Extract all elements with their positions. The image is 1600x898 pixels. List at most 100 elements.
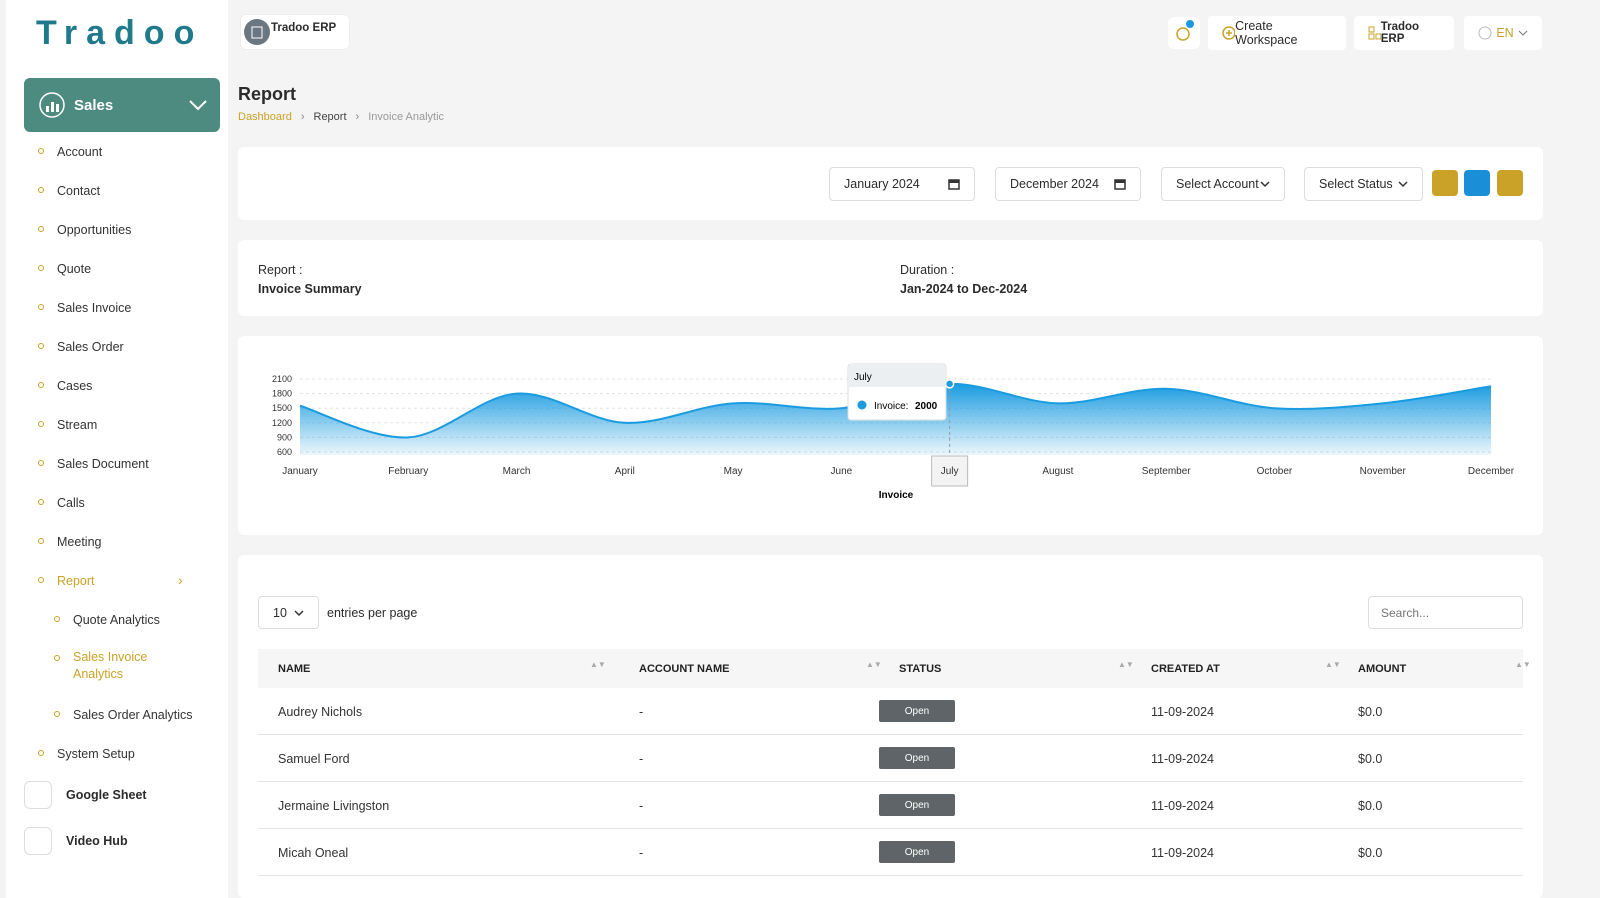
- column-header[interactable]: STATUS: [899, 663, 942, 675]
- sales-label: Sales: [74, 97, 114, 114]
- search-input[interactable]: [1368, 596, 1523, 629]
- nav-label: Opportunities: [57, 223, 132, 237]
- nav-label: Sales Document: [57, 457, 149, 471]
- page-size[interactable]: 10: [258, 596, 319, 629]
- status-select[interactable]: Select Status: [1304, 167, 1423, 201]
- nav-item[interactable]: Contact: [38, 184, 100, 198]
- page-title: Report: [238, 84, 296, 104]
- export-button[interactable]: [1464, 170, 1490, 196]
- cell: $0.0: [1358, 799, 1383, 813]
- y-tick-label: 1800: [272, 389, 292, 399]
- duration-value: Jan-2024 to Dec-2024: [900, 282, 1028, 296]
- cell: -: [639, 799, 644, 813]
- crumb[interactable]: Report: [313, 111, 347, 123]
- account-select[interactable]: Select Account: [1161, 167, 1285, 201]
- globe-icon: [1478, 26, 1492, 40]
- sort-icon: ▲▼: [1118, 660, 1134, 669]
- nav-label: Meeting: [57, 535, 102, 549]
- sort-icon: ▲▼: [1515, 660, 1531, 669]
- sales-icon: [39, 92, 65, 118]
- workspace-name: Tradoo ERP: [271, 22, 337, 34]
- nav-item[interactable]: Account: [38, 145, 102, 159]
- nav-item[interactable]: Calls: [38, 496, 85, 510]
- cell: -: [639, 752, 644, 766]
- chevron: [189, 100, 207, 111]
- workspace-switch[interactable]: Tradoo ERP: [240, 14, 350, 50]
- cell: 11-09-2024: [1151, 752, 1215, 766]
- sort-icon: ▲▼: [1325, 660, 1341, 669]
- x-axis-title: Invoice: [879, 490, 914, 501]
- page-size-text: 10: [273, 605, 287, 620]
- notifications[interactable]: [1168, 17, 1200, 49]
- org-switch[interactable]: Tradoo ERP: [1354, 16, 1454, 50]
- nav-item[interactable]: Sales Order Analytics: [54, 708, 193, 722]
- column-header[interactable]: AMOUNT: [1358, 663, 1407, 675]
- crumb[interactable]: Dashboard: [238, 111, 292, 123]
- table-card: 10 entries per page NAME ▲▼ ACCOUNT NAME ▲▼…: [238, 555, 1543, 898]
- column-header[interactable]: CREATED AT: [1151, 663, 1220, 675]
- app-icon: [24, 827, 52, 855]
- account-select-text: Select Account: [1176, 177, 1259, 191]
- nav-label: Contact: [57, 184, 101, 198]
- date-to[interactable]: December 2024: [995, 167, 1141, 201]
- plus-icon: [1222, 26, 1236, 40]
- y-tick-label: 900: [277, 432, 292, 442]
- nav-label: Sales Order Analytics: [73, 708, 193, 722]
- column-header[interactable]: NAME: [278, 663, 311, 675]
- chart: 600 900 1200 1500 1800 2100 January February Mar…: [272, 363, 1515, 501]
- x-tick-label: June: [831, 466, 853, 477]
- cell: Audrey Nichols: [278, 705, 363, 719]
- app-label: Video Hub: [66, 834, 128, 848]
- x-tick-label: April: [615, 466, 635, 477]
- chevron: ›: [178, 572, 183, 588]
- nav-item[interactable]: Quote: [38, 262, 91, 276]
- cell: 11-09-2024: [1151, 799, 1215, 813]
- nav-item[interactable]: Stream: [38, 418, 97, 432]
- nav-item[interactable]: Opportunities: [38, 223, 131, 237]
- column-header[interactable]: ACCOUNT NAME: [639, 663, 730, 675]
- nav-label: Quote: [57, 262, 92, 276]
- tooltip-marker: [857, 400, 867, 410]
- app-link[interactable]: Video Hub: [24, 827, 128, 855]
- sales-menu[interactable]: Sales: [24, 78, 220, 132]
- row-border: [258, 828, 1523, 829]
- nav-item[interactable]: Sales Order: [38, 340, 124, 354]
- nav-item[interactable]: Quote Analytics: [54, 613, 160, 627]
- cell: 11-09-2024: [1151, 705, 1215, 719]
- y-tick-label: 1500: [272, 403, 292, 413]
- language[interactable]: EN: [1464, 16, 1542, 50]
- nav-item[interactable]: Sales Document: [38, 457, 149, 471]
- search-button[interactable]: [1432, 170, 1458, 196]
- bullet: [38, 148, 44, 154]
- nav-item[interactable]: Cases: [38, 379, 92, 393]
- separator: ›: [300, 111, 305, 123]
- create-workspace[interactable]: Create Workspace: [1208, 16, 1346, 50]
- x-tick-label: November: [1360, 466, 1407, 477]
- nav-item[interactable]: System Setup: [38, 747, 135, 761]
- cell: Jermaine Livingston: [278, 799, 390, 813]
- nav-item[interactable]: Report: [38, 574, 95, 588]
- app-link[interactable]: Google Sheet: [24, 781, 147, 809]
- nav-label: Account: [57, 145, 103, 159]
- cell: $0.0: [1358, 846, 1383, 860]
- nav-label: Sales Invoice Analytics: [73, 650, 148, 681]
- nav-item[interactable]: Sales Invoice: [38, 301, 131, 315]
- nav-item[interactable]: Meeting: [38, 535, 101, 549]
- crumb: Invoice Analytic: [368, 111, 445, 123]
- x-tick-label: December: [1468, 466, 1515, 477]
- bullet: [54, 655, 60, 661]
- bullet: [54, 711, 60, 717]
- cell: Micah Oneal: [278, 846, 349, 860]
- date-from[interactable]: January 2024: [829, 167, 975, 201]
- chevron: [1260, 181, 1270, 188]
- nav-item[interactable]: Sales Invoice Analytics: [54, 650, 163, 683]
- bullet: [38, 499, 44, 505]
- workspace-icon: [244, 19, 270, 45]
- bullet: [38, 538, 44, 544]
- tooltip-value: 2000: [915, 401, 938, 412]
- sort-icon: ▲▼: [866, 660, 882, 669]
- tooltip-label: Invoice:: [874, 401, 908, 412]
- entries-text: entries per page: [327, 606, 418, 620]
- row-border: [258, 781, 1523, 782]
- download-button[interactable]: [1497, 170, 1523, 196]
